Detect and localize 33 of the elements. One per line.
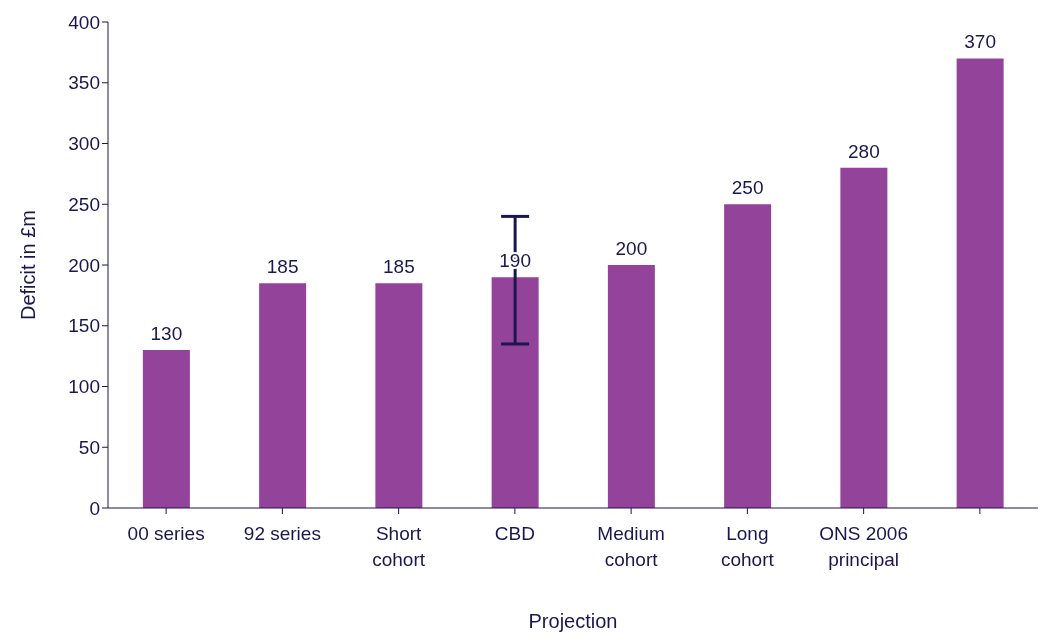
data-label: 200 [615,238,648,259]
bar [956,58,1004,508]
bar [375,283,423,508]
y-tick-label: 150 [68,315,100,337]
data-label: 280 [848,140,880,162]
data-label: 250 [731,177,764,199]
data-label: 185 [383,256,415,278]
y-tick-label: 0 [89,497,100,519]
bar [607,265,655,508]
bar [142,350,190,508]
x-tick-label: 92 series [243,523,321,544]
x-axis-title: Projection [528,610,618,632]
y-tick-label: 350 [68,72,100,94]
x-tick-label: Short cohort [372,523,426,570]
y-tick-label: 50 [78,436,100,458]
bar [724,204,772,508]
x-tick-label: Medium cohort [597,523,665,570]
y-tick-label: 300 [68,133,100,155]
x-tick-label: CBD [494,523,535,544]
y-tick-label: 400 [68,11,100,33]
y-tick-label: 200 [68,254,100,276]
bar [491,277,539,508]
y-tick-label: 250 [68,193,100,215]
data-label: 130 [150,323,183,345]
data-label: 185 [266,256,299,278]
x-tick-label: ONS 2006 principal [819,523,908,570]
data-label: 370 [964,31,996,53]
y-axis-title: Deficit in £m [17,209,40,321]
bar [840,167,888,508]
y-tick-label: 100 [68,376,100,398]
x-tick-label: Long cohort [720,523,775,570]
bar [259,283,307,508]
x-tick-label: 00 series [127,523,205,544]
